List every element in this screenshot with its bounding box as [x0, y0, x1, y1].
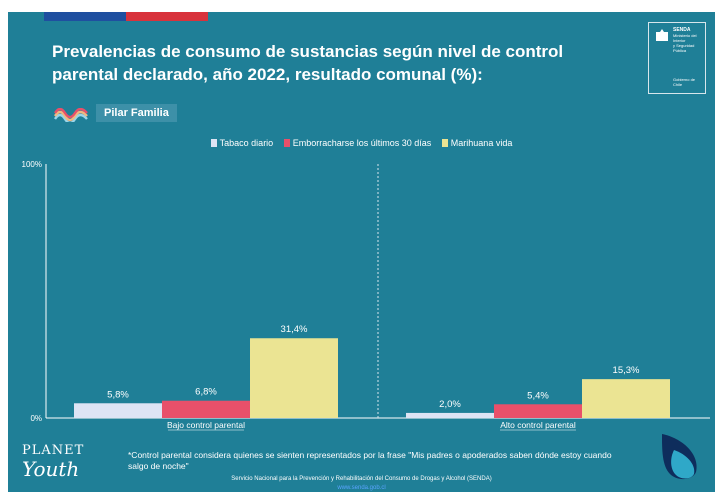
page-title: Prevalencias de consumo de sustancias se…	[52, 42, 564, 84]
y-tick-label: 100%	[22, 160, 42, 169]
bar-chart: 0% 100% 5,8% 6,8% 31,4% Bajo control parental…	[22, 160, 710, 431]
data-label: 5,8%	[107, 389, 129, 400]
bar	[250, 338, 338, 418]
wave-icon	[54, 108, 88, 122]
data-label: 5,4%	[527, 390, 549, 401]
logo-footer: Gobierno de Chile	[673, 77, 696, 87]
pillar-badge: Pilar Familia	[96, 104, 177, 122]
bar	[494, 404, 582, 418]
coat-of-arms-icon	[656, 29, 668, 41]
legend-label: Marihuana vida	[450, 138, 513, 148]
category-label: Bajo control parental	[167, 420, 245, 430]
bar	[162, 400, 250, 418]
legend-swatch	[283, 139, 290, 147]
brand-top: PLANET	[22, 443, 85, 458]
drop-icon	[662, 434, 697, 480]
bar	[582, 379, 670, 418]
legend-label: Tabaco diario	[219, 138, 274, 148]
y-tick-label: 0%	[30, 414, 42, 423]
senda-logo: SENDA Ministerio del Interior y Segurida…	[648, 22, 706, 94]
legend-item: Tabaco diario	[210, 138, 274, 148]
category-label: Alto control parental	[500, 420, 576, 430]
credit-text: Servicio Nacional para la Prevención y R…	[231, 476, 492, 482]
flag-stripe-red	[126, 12, 208, 21]
logo-line: Ministerio del Interior	[673, 33, 697, 43]
legend-label: Emborracharse los últimos 30 días	[292, 138, 432, 148]
flag-stripe-blue	[44, 12, 126, 21]
data-label: 15,3%	[613, 365, 640, 376]
planet-youth-logo: PLANET Youth	[22, 443, 85, 481]
logo-text: SENDA Ministerio del Interior y Segurida…	[673, 27, 703, 54]
legend-item: Marihuana vida	[441, 138, 513, 148]
slide: Prevalencias de consumo de sustancias se…	[8, 12, 715, 492]
data-label: 31,4%	[281, 324, 308, 335]
bar	[406, 412, 494, 418]
legend-swatch	[441, 139, 448, 147]
data-label: 6,8%	[195, 387, 217, 398]
footnote: *Control parental considera quienes se s…	[128, 450, 612, 471]
credit-link[interactable]: www.senda.gob.cl	[337, 485, 386, 491]
logo-line: y Seguridad Pública	[673, 43, 695, 53]
legend-item: Emborracharse los últimos 30 días	[283, 138, 432, 148]
data-label: 2,0%	[439, 399, 461, 410]
legend-swatch	[210, 139, 217, 147]
chart-legend: Tabaco diario Emborracharse los últimos …	[8, 138, 715, 148]
logo-line: SENDA	[673, 27, 691, 33]
bar	[74, 403, 162, 418]
brand-bottom: Youth	[22, 457, 80, 481]
